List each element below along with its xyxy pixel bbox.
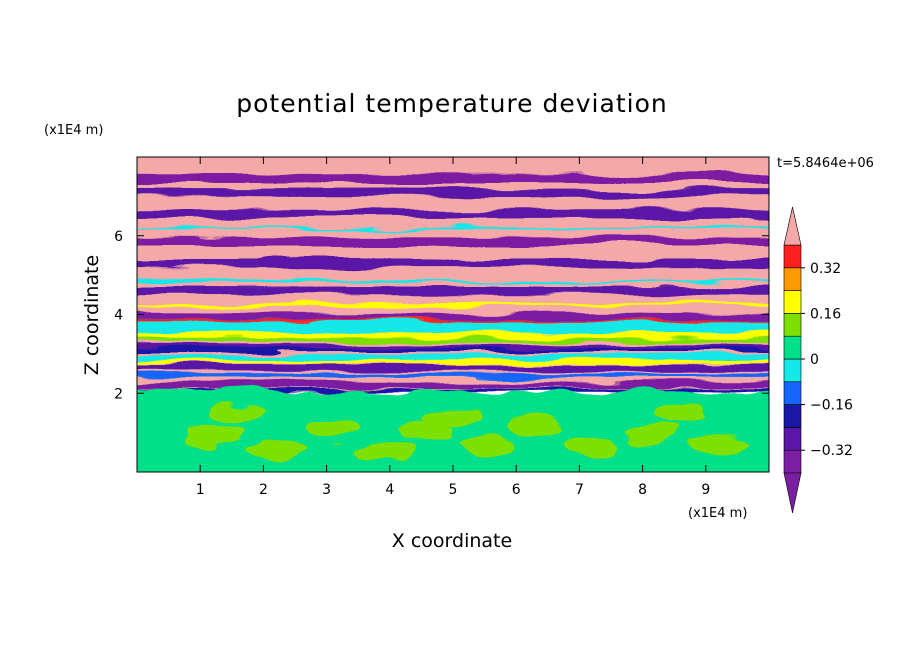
x-tick-label: 7 — [575, 482, 584, 498]
colorbar-tick-label: 0 — [810, 352, 819, 368]
contour-band — [137, 364, 769, 371]
contour-band — [137, 359, 769, 364]
contour-band — [137, 209, 769, 219]
contour-band — [137, 174, 769, 183]
contour-band — [137, 303, 769, 307]
contour-field-lower — [137, 391, 769, 472]
colorbar-segment — [783, 267, 802, 291]
contour-band — [137, 373, 769, 378]
lower-blob — [304, 418, 361, 439]
time-label: t=5.8464e+06 — [777, 156, 874, 171]
lower-blob — [620, 422, 677, 443]
lower-blob — [507, 414, 564, 435]
x-axis-label: X coordinate — [392, 530, 512, 552]
contour-band — [137, 382, 769, 389]
colorbar-segment — [783, 404, 802, 428]
contour-band — [137, 313, 769, 320]
colorbar-segment — [783, 290, 802, 314]
contour-band — [137, 344, 769, 352]
y-tick-label: 6 — [114, 229, 123, 245]
contour-band — [137, 353, 769, 362]
lower-blob — [564, 438, 621, 459]
colorbar-segment — [783, 358, 802, 383]
contour-band — [137, 333, 769, 340]
colorbar-segment — [783, 449, 802, 474]
contour-field-upper — [137, 157, 769, 394]
lower-blob — [184, 426, 241, 447]
y-unit-label: (x1E4 m) — [44, 123, 103, 138]
colorbar-segment — [783, 427, 802, 451]
x-tick-label: 4 — [385, 482, 394, 498]
lower-blob — [355, 442, 412, 463]
y-tick-label: 2 — [114, 386, 123, 402]
colorbar-tick-label: 0.16 — [810, 306, 841, 322]
x-unit-label: (x1E4 m) — [688, 506, 747, 521]
colorbar: 0.32 0.16 0 −0.16 −0.32 — [783, 206, 853, 514]
contour-band — [137, 226, 769, 229]
colorbar-extend-top — [783, 206, 802, 246]
contour-band — [137, 258, 769, 268]
colorbar-tick-label: −0.16 — [810, 398, 853, 414]
x-tick-label: 6 — [512, 482, 521, 498]
lower-blob — [652, 402, 709, 423]
y-tick-label: 4 — [114, 308, 123, 324]
colorbar-tick-label: 0.32 — [810, 261, 841, 277]
lower-blob — [425, 406, 481, 427]
contour-band — [137, 319, 769, 334]
lower-blob — [456, 434, 513, 455]
lower-blob — [210, 402, 267, 423]
contour-band — [137, 237, 769, 246]
colorbar-segment — [783, 244, 802, 269]
x-axis: 1 2 3 4 5 6 7 8 9 — [196, 157, 710, 498]
y-axis-label: Z coordinate — [81, 255, 103, 375]
contour-band — [137, 279, 769, 283]
x-tick-label: 3 — [322, 482, 331, 498]
chart-title: potential temperature deviation — [236, 89, 667, 118]
x-tick-label: 8 — [638, 482, 647, 498]
colorbar-tick-label: −0.32 — [810, 443, 853, 459]
lower-blob — [399, 422, 456, 443]
lower-blob — [248, 438, 305, 459]
colorbar-segment — [783, 335, 802, 360]
contour-band — [137, 337, 769, 343]
x-tick-label: 5 — [449, 482, 458, 498]
colorbar-extend-bottom — [783, 472, 802, 514]
contour-band — [137, 286, 769, 296]
contour-band — [137, 188, 769, 197]
contour-field — [137, 157, 769, 472]
x-tick-label: 9 — [701, 482, 710, 498]
y-axis: 2 4 6 — [114, 229, 769, 402]
contour-band — [137, 348, 769, 352]
x-tick-label: 2 — [259, 482, 268, 498]
colorbar-segment — [783, 313, 802, 337]
lower-blob — [690, 434, 747, 455]
x-tick-label: 1 — [196, 482, 205, 498]
colorbar-segment — [783, 381, 802, 405]
contour-band — [137, 319, 769, 322]
